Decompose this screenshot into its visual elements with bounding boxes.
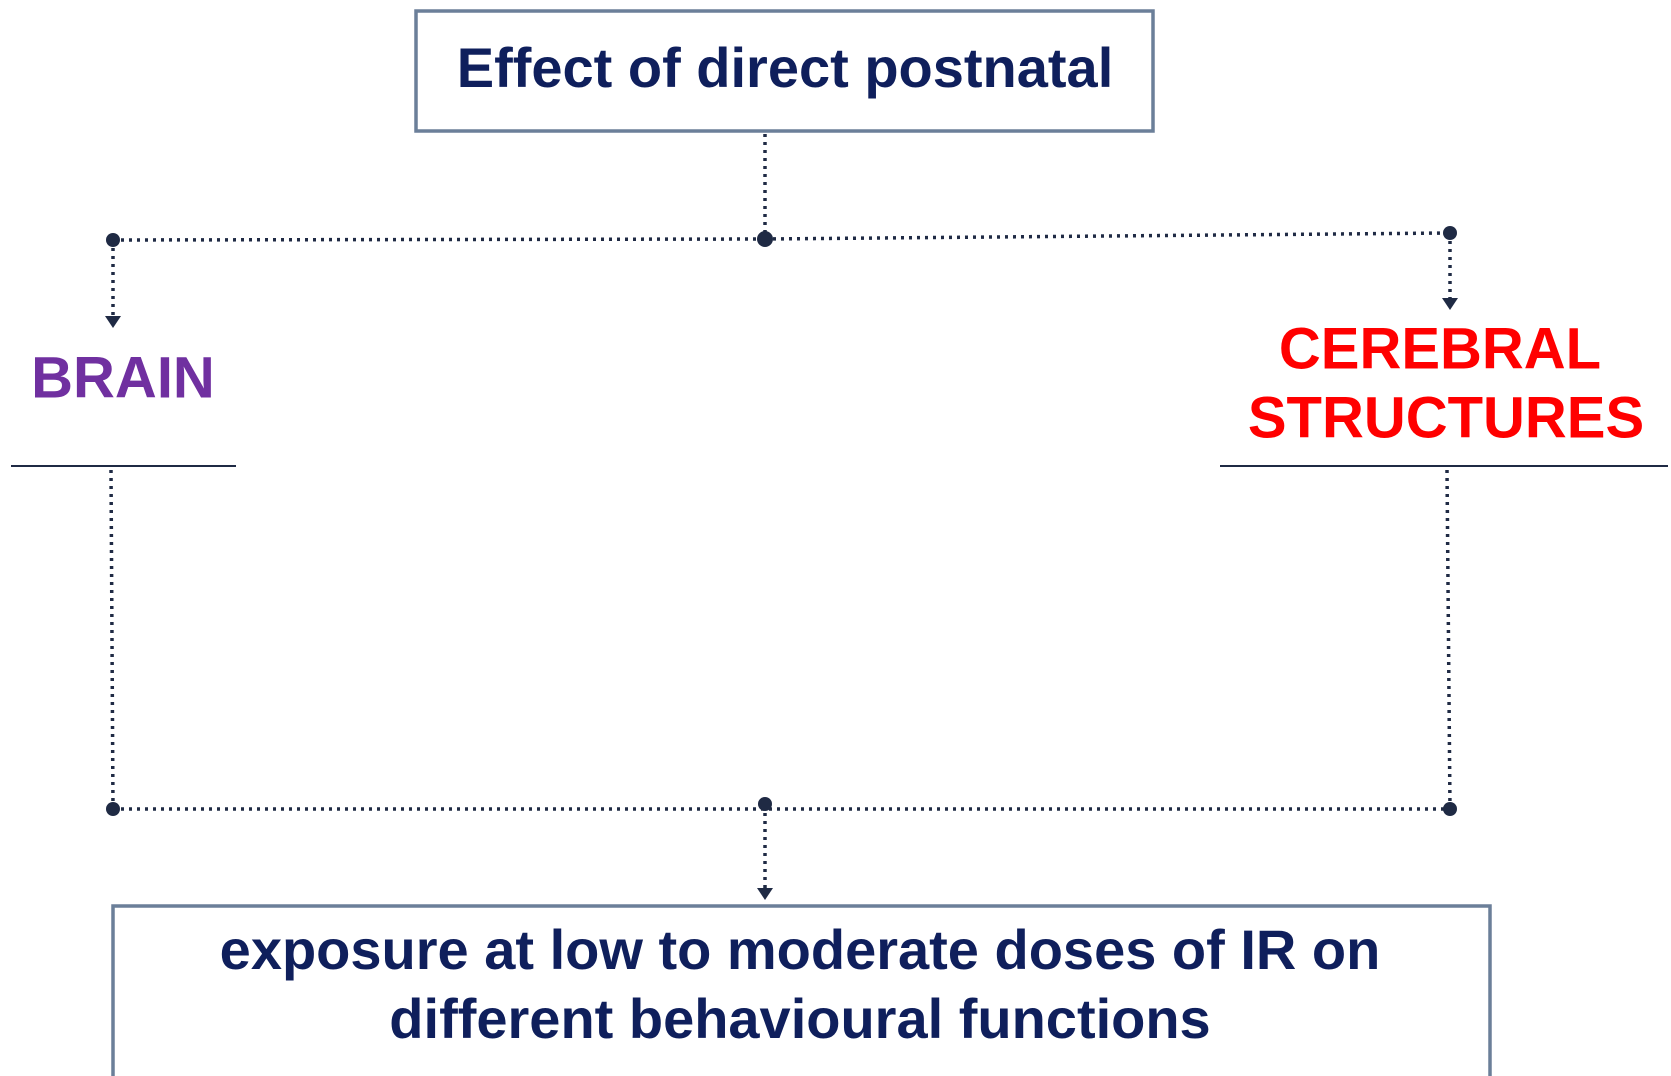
top-box (414, 9, 1155, 133)
bottom-box-text: exposure at low to moderate doses of IR … (220, 918, 1381, 981)
bottom-box-text: different behavioural functions (389, 987, 1210, 1050)
bottom-box (111, 904, 1492, 1076)
brain-label: BRAIN (31, 345, 215, 410)
connectors (105, 134, 1458, 900)
cerebral-label-line: STRUCTURES (1248, 385, 1644, 450)
top-box-text: Effect of direct postnatal (457, 36, 1114, 99)
cerebral-label-line: CEREBRAL (1279, 316, 1601, 381)
